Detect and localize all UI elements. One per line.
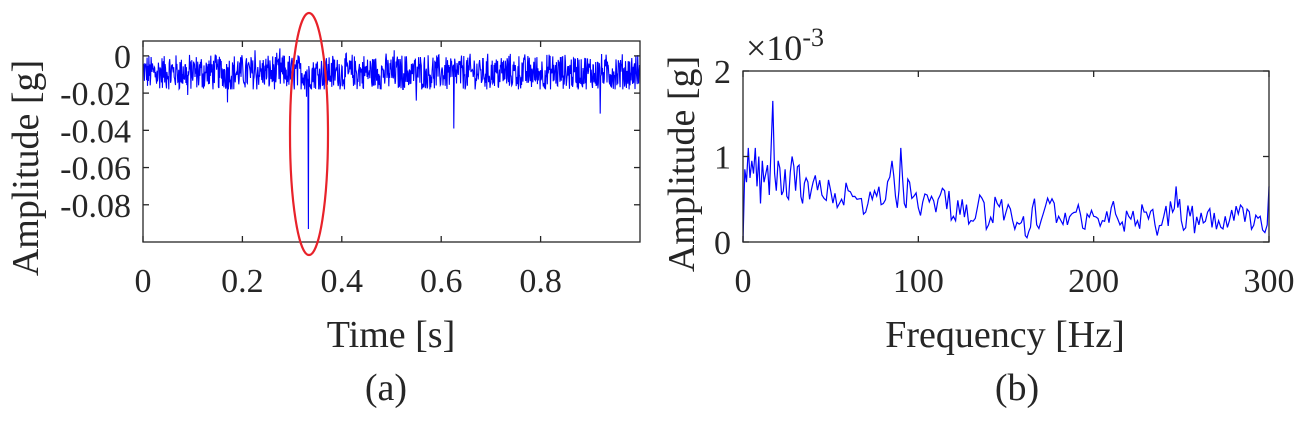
a-x-axis-label: Time [s] bbox=[327, 314, 455, 356]
a-impulse-highlight-ellipse bbox=[288, 11, 330, 257]
a-y-tick-label: -0.08 bbox=[60, 188, 131, 225]
b-y-tick-label: 1 bbox=[714, 140, 731, 177]
a-y-tick-label: -0.04 bbox=[60, 113, 131, 150]
b-exponent-power: -3 bbox=[802, 23, 824, 52]
a-axes-frame bbox=[142, 40, 641, 243]
b-spectrum-line-group bbox=[742, 100, 1270, 243]
b-panel-label: (b) bbox=[995, 367, 1039, 409]
b-y-axis-label: Amplitude [g] bbox=[661, 56, 703, 272]
a-x-tick-label: 0.6 bbox=[420, 263, 463, 300]
b-x-axis-label: Frequency [Hz] bbox=[885, 314, 1125, 356]
b-y-tick-label: 2 bbox=[714, 54, 731, 91]
a-x-tick-label: 0 bbox=[135, 263, 152, 300]
b-exponent-label: ×10-3 bbox=[746, 23, 824, 68]
a-x-tick-label: 0.4 bbox=[321, 263, 364, 300]
a-y-tick-label: -0.02 bbox=[60, 76, 131, 113]
b-x-tick-label: 200 bbox=[1068, 263, 1119, 300]
a-x-tick-label: 0.2 bbox=[221, 263, 264, 300]
a-panel-label: (a) bbox=[365, 367, 407, 409]
a-x-tick-label: 0.8 bbox=[519, 263, 562, 300]
a-y-tick-label: -0.06 bbox=[60, 151, 131, 188]
a-x-ticks: 0 0.2 0.4 0.6 0.8 bbox=[135, 41, 562, 300]
b-y-tick-label: 0 bbox=[714, 225, 731, 262]
panel-a-time-signal: 0 0.2 0.4 0.6 0.8 0-0.02-0.04-0.06-0.08 Time… bbox=[5, 11, 641, 409]
b-exponent-base: ×10 bbox=[746, 28, 802, 68]
b-x-ticks: 0 100 200 300 bbox=[735, 71, 1295, 300]
a-signal-series-line bbox=[142, 48, 641, 230]
b-spectrum-series-line bbox=[742, 100, 1270, 243]
b-x-tick-label: 0 bbox=[735, 263, 752, 300]
a-y-ticks: 0-0.02-0.04-0.06-0.08 bbox=[60, 39, 640, 225]
b-x-tick-label: 300 bbox=[1244, 263, 1295, 300]
a-signal-line-group bbox=[142, 48, 641, 230]
panel-b-frequency-spectrum: 0 100 200 300 0 1 2 ×10-3 Frequency [Hz] Ampl… bbox=[661, 23, 1295, 409]
b-y-ticks: 0 1 2 bbox=[714, 54, 1269, 262]
a-y-tick-label: 0 bbox=[114, 39, 131, 76]
a-y-axis-label: Amplitude [g] bbox=[5, 60, 47, 276]
b-x-tick-label: 100 bbox=[893, 263, 944, 300]
